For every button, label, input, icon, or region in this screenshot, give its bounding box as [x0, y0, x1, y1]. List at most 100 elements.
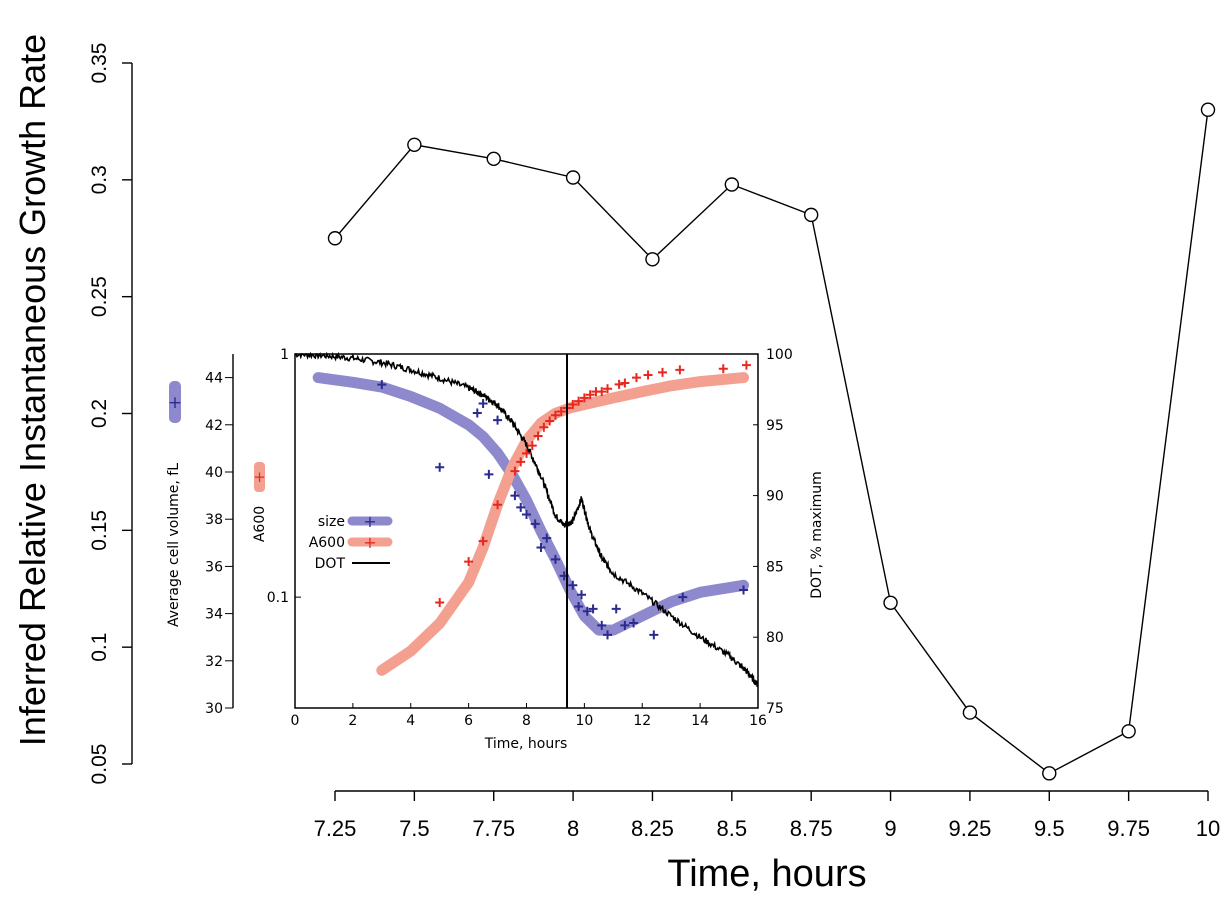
legend-label-dot: DOT	[315, 556, 346, 572]
volume-axis-swatch-marker: +	[168, 393, 182, 413]
main-data-point	[1121, 724, 1136, 739]
size-data-point	[611, 604, 621, 614]
size-data-point	[478, 399, 488, 409]
inset-x-tick-label: 14	[691, 713, 709, 729]
inset-x-tick-label: 0	[291, 713, 300, 729]
main-data-point	[803, 207, 819, 223]
a600-data-point	[597, 387, 607, 397]
main-x-tick-label: 8.25	[631, 816, 674, 841]
size-data-point	[588, 604, 598, 614]
size-data-point	[576, 590, 586, 600]
size-data-point	[493, 415, 503, 425]
inset-volume-tick-label: 40	[205, 465, 223, 481]
dot-trace	[294, 351, 759, 688]
main-data-point	[645, 252, 660, 267]
inset-x-tick-label: 2	[348, 713, 357, 729]
a600-data-point	[631, 373, 641, 383]
size-data-point	[739, 585, 749, 595]
inset-x-axis: 0 2 4 6 8 10 12 14 16	[291, 703, 767, 729]
volume-axis-swatch	[169, 381, 181, 423]
legend-marker-a600: +	[363, 533, 376, 552]
a600-data-point	[585, 390, 595, 400]
inset-fits	[312, 372, 750, 676]
main-data-point	[962, 705, 978, 720]
a600-data-point	[620, 378, 630, 388]
a600-data-point	[658, 367, 668, 377]
inset-x-tick-label: 4	[406, 713, 415, 729]
main-y-tick-label: 0.05	[88, 744, 111, 785]
inset-x-tick-label: 6	[464, 713, 473, 729]
main-x-tick-label: 8	[567, 816, 579, 841]
main-data-point	[407, 137, 422, 152]
main-data-point	[486, 151, 501, 167]
a600-data-point	[675, 365, 685, 375]
main-data-point	[565, 170, 581, 185]
a600-data-point	[522, 448, 531, 458]
main-data-point	[1200, 102, 1216, 117]
main-x-tick-label: 7.5	[399, 816, 430, 841]
a600-data-point	[478, 536, 488, 546]
a600-data-point	[516, 457, 526, 467]
inset-a600-tick-label: 1	[280, 347, 289, 363]
legend-label-size: size	[318, 514, 345, 530]
a600-data-point	[574, 396, 584, 406]
main-x-tick-label: 9.5	[1034, 816, 1065, 841]
legend-label-a600: A600	[309, 535, 345, 551]
main-series-line	[334, 109, 1209, 775]
size-data-point	[510, 491, 520, 501]
main-y-tick-label: 0.3	[88, 165, 111, 194]
main-x-tick-label: 9	[884, 816, 896, 841]
main-x-tick-label: 9.75	[1107, 816, 1150, 841]
a600-data-point	[545, 416, 555, 426]
size-data-point	[536, 543, 546, 553]
size-data-point	[542, 533, 552, 543]
inset-dot	[294, 351, 759, 688]
inset-dot-tick-label: 100	[766, 347, 793, 363]
size-data-point	[597, 620, 607, 630]
size-data-point	[629, 618, 639, 628]
inset-volume-tick-label: 34	[205, 607, 223, 623]
size-data-point	[550, 554, 560, 564]
inset-dot-tick-label: 85	[766, 559, 784, 575]
main-data-point	[327, 231, 343, 246]
size-data-point	[530, 519, 540, 529]
a600-data-point	[614, 379, 624, 389]
size-data-point	[484, 469, 494, 479]
main-y-tick-label: 0.2	[88, 399, 111, 428]
a600-data-point	[718, 364, 728, 374]
main-data-point	[883, 595, 898, 610]
size-data-point	[649, 630, 659, 640]
a600-data-point	[643, 370, 653, 380]
inset-x-tick-label: 12	[633, 713, 651, 729]
size-data-point	[620, 620, 630, 630]
inset-volume-tick-label: 32	[205, 654, 223, 670]
inset-a600-tick-label: 0.1	[267, 590, 289, 606]
inset-volume-tick-label: 42	[205, 418, 223, 434]
a600-data-point	[579, 393, 589, 403]
inset-dot-axis: 75 80 85 90 95 100	[753, 347, 793, 717]
inset-a600-axis-label: A600	[252, 506, 268, 542]
inset-a600-axis: 10.1	[267, 347, 301, 606]
main-y-axis-label: Inferred Relative Instantaneous Growth R…	[12, 34, 53, 746]
a600-data-point	[533, 431, 543, 441]
main-x-axis: 7.25 7.5 7.75 8 8.25 8.5 8.75 9 9.25 9.5 9.75 10	[314, 790, 1220, 841]
inset-volume-tick-label: 44	[205, 371, 223, 387]
main-data-point	[724, 177, 740, 192]
a600-axis-swatch	[254, 462, 265, 492]
main-x-tick-label: 8.5	[717, 816, 748, 841]
inset-background	[295, 354, 758, 708]
inset-legend: size + A600 + DOT	[309, 512, 393, 572]
main-y-tick-label: 0.1	[88, 633, 111, 662]
main-series-points	[327, 102, 1216, 781]
inset-x-tick-label: 8	[522, 713, 531, 729]
inset-volume-axis: 30 32 34 36 38 40 42 44	[205, 354, 234, 717]
inset-dot-tick-label: 80	[766, 630, 784, 646]
size-data-point	[516, 502, 526, 512]
a600-data-point	[556, 407, 566, 417]
a600-data-point	[539, 422, 549, 432]
a600-data-point	[527, 441, 537, 451]
size-data-point	[582, 606, 592, 616]
main-y-tick-label: 0.25	[88, 276, 111, 317]
inset-dot-axis-label: DOT, % maximum	[809, 471, 825, 599]
